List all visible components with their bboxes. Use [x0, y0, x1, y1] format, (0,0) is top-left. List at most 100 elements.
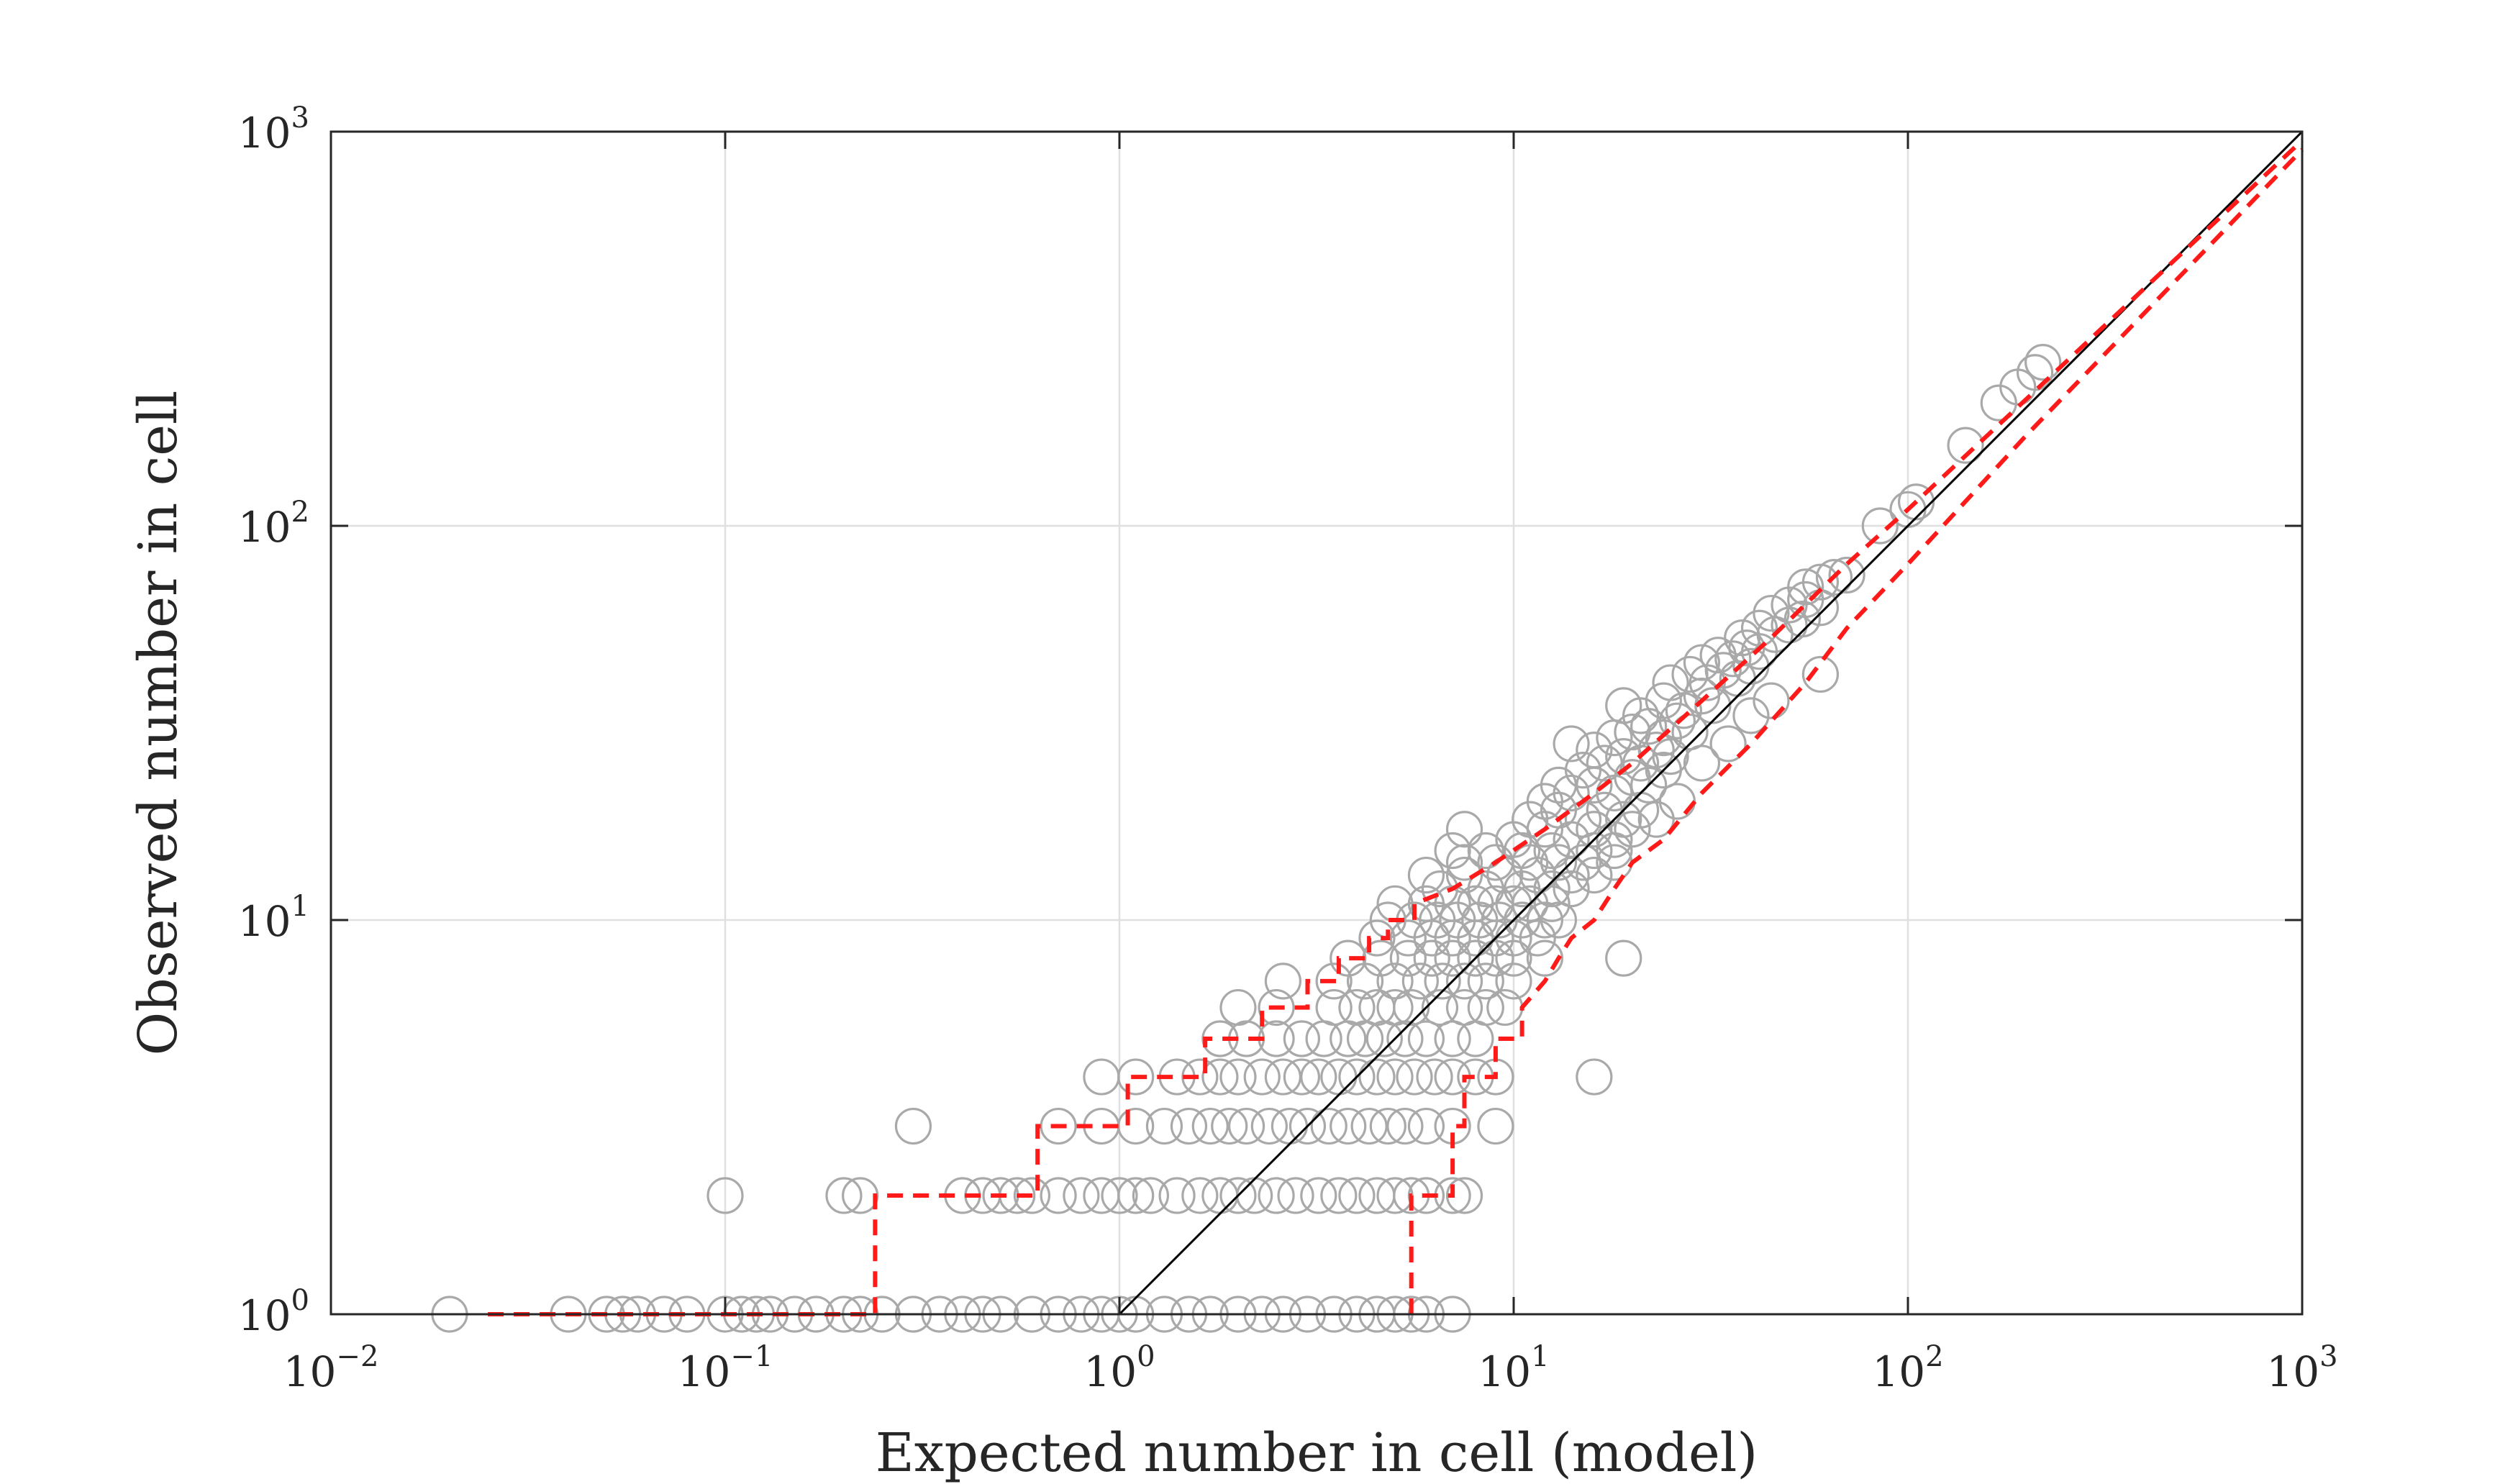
- data-point: [1445, 1177, 1483, 1214]
- data-point: [1504, 832, 1541, 870]
- axes-box: [329, 130, 2304, 1316]
- data-point: [1283, 1058, 1320, 1096]
- data-point: [1815, 559, 1853, 596]
- x-tick-label: 101: [1478, 1340, 1549, 1396]
- data-point: [1170, 1107, 1208, 1145]
- data-point: [1407, 885, 1445, 922]
- data-point: [1434, 939, 1471, 977]
- data-point: [1416, 1058, 1453, 1096]
- data-point: [1637, 801, 1675, 838]
- data-point: [1338, 1058, 1376, 1096]
- data-point: [1264, 962, 1302, 1000]
- data-point: [1445, 811, 1483, 848]
- data-point: [1421, 988, 1459, 1026]
- data-point: [1358, 919, 1396, 957]
- data-point: [1861, 507, 1899, 545]
- data-point: [1132, 1177, 1169, 1214]
- data-point: [1258, 1177, 1295, 1214]
- data-point: [1288, 1107, 1327, 1145]
- data-point: [1407, 856, 1445, 894]
- data-point: [1622, 697, 1660, 734]
- data-point: [1424, 962, 1461, 1000]
- data-point: [1553, 725, 1590, 763]
- axis-ticks: [329, 130, 2304, 1316]
- data-point: [1219, 1058, 1257, 1096]
- data-point: [1980, 384, 2017, 422]
- data-point: [1658, 702, 1696, 739]
- data-point: [1227, 1107, 1265, 1145]
- data-point: [1445, 856, 1483, 894]
- data-point: [1181, 1058, 1219, 1096]
- data-point: [1614, 811, 1651, 848]
- data-point: [1040, 1107, 1077, 1145]
- data-point: [1386, 1020, 1424, 1057]
- data-point: [1101, 1177, 1138, 1214]
- data-point: [1576, 732, 1613, 769]
- data-point: [1389, 939, 1427, 977]
- x-tick-label: 103: [2266, 1340, 2337, 1396]
- data-point: [825, 1177, 863, 1214]
- data-point: [1576, 811, 1613, 848]
- data-point: [1740, 609, 1778, 647]
- data-point: [1338, 1177, 1376, 1214]
- data-point: [1300, 1058, 1337, 1096]
- data-point: [1564, 801, 1602, 838]
- data-point: [1477, 1107, 1514, 1145]
- data-point: [1724, 619, 1761, 657]
- data-point: [1315, 988, 1353, 1026]
- data-point: [1117, 1177, 1155, 1214]
- data-point: [1605, 687, 1642, 724]
- data-point: [1709, 725, 1747, 763]
- x-tick-label: 10−1: [678, 1340, 773, 1396]
- data-point: [1376, 962, 1414, 1000]
- data-point: [1683, 745, 1721, 782]
- data-point: [1083, 1058, 1120, 1096]
- data-point: [1201, 1058, 1239, 1096]
- data-point: [1801, 563, 1840, 601]
- y-tick-label: 100: [238, 1284, 309, 1340]
- data-point: [1801, 655, 1840, 693]
- x-tick-labels: 10−2 10−1 100 101 102 103: [283, 1340, 2338, 1396]
- data-point: [1320, 1177, 1358, 1214]
- data-point: [1605, 801, 1642, 838]
- data-point: [1630, 766, 1668, 804]
- y-tick-label: 101: [238, 890, 309, 946]
- data-point: [1732, 697, 1770, 734]
- data-point: [1219, 988, 1257, 1026]
- data-point: [1358, 1058, 1396, 1096]
- data-point: [1683, 644, 1721, 681]
- data-point: [1898, 483, 1935, 521]
- data-point: [1330, 1107, 1367, 1145]
- data-point: [1586, 745, 1623, 782]
- y-tick-label: 103: [238, 101, 309, 158]
- upper-bound-line: [488, 139, 2304, 1316]
- data-point: [1407, 1177, 1445, 1214]
- x-tick-label: 102: [1872, 1340, 1943, 1396]
- data-point: [1330, 939, 1367, 977]
- x-tick-label: 100: [1083, 1340, 1155, 1396]
- data-point: [1533, 870, 1571, 908]
- data-point: [1376, 1058, 1414, 1096]
- data-point: [1145, 1107, 1183, 1145]
- data-point: [1614, 713, 1651, 751]
- data-point: [1413, 939, 1450, 977]
- data-point: [1350, 1107, 1388, 1145]
- data-point: [1407, 1107, 1445, 1145]
- data-point: [1315, 962, 1353, 1000]
- data-point: [1434, 832, 1471, 870]
- plot-area: [431, 130, 2304, 1333]
- y-tick-labels: 100 101 102 103: [238, 101, 309, 1340]
- data-point: [1219, 1177, 1257, 1214]
- data-point: [1586, 791, 1623, 829]
- data-point: [1828, 556, 1865, 594]
- data-point: [1191, 1107, 1229, 1145]
- data-point: [1694, 687, 1732, 724]
- x-axis-title: Expected number in cell (model): [876, 1422, 1758, 1484]
- scatter-markers: [431, 343, 2062, 1333]
- data-point: [1376, 988, 1414, 1026]
- data-point: [1495, 962, 1532, 1000]
- data-point: [1504, 901, 1541, 939]
- series-lines: [488, 130, 2304, 1316]
- data-point: [1540, 844, 1578, 881]
